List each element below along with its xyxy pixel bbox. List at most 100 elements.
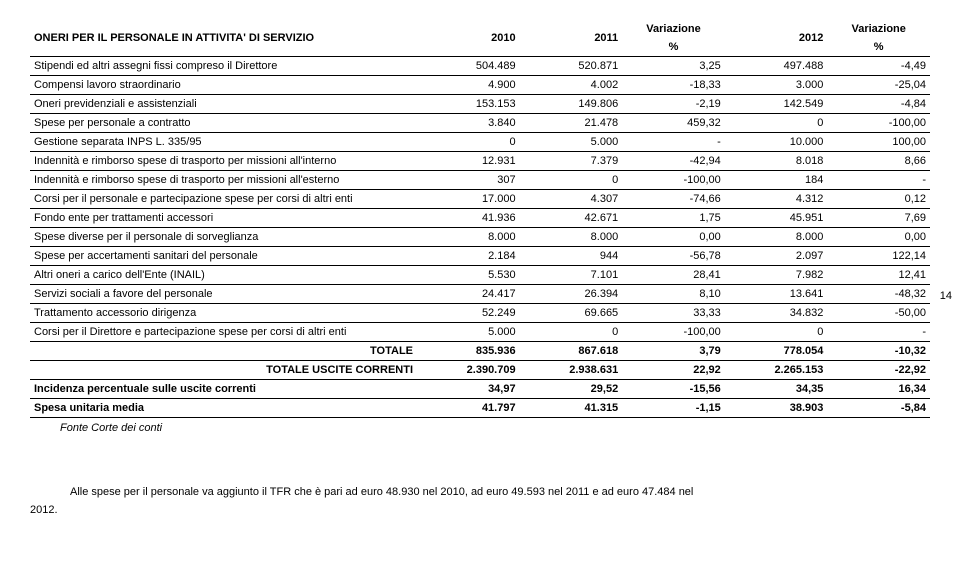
row-2011: 69.665	[520, 304, 623, 323]
row-var1: 22,92	[622, 361, 725, 380]
row-var1: 1,75	[622, 209, 725, 228]
row-var1: 28,41	[622, 266, 725, 285]
table-row: Trattamento accessorio dirigenza52.24969…	[30, 304, 930, 323]
row-var2: -22,92	[827, 361, 930, 380]
row-2012: 8.000	[725, 228, 828, 247]
table-row: Fondo ente per trattamenti accessori41.9…	[30, 209, 930, 228]
personnel-costs-table: ONERI PER IL PERSONALE IN ATTIVITA' DI S…	[30, 20, 930, 418]
row-label: Compensi lavoro straordinario	[30, 76, 417, 95]
row-var2: 12,41	[827, 266, 930, 285]
row-var2: -10,32	[827, 342, 930, 361]
row-var2: -	[827, 171, 930, 190]
row-2011: 8.000	[520, 228, 623, 247]
row-2012: 2.265.153	[725, 361, 828, 380]
header-2011: 2011	[520, 20, 623, 57]
row-label: TOTALE	[30, 342, 417, 361]
row-2010: 12.931	[417, 152, 520, 171]
page-number: 14	[940, 290, 952, 302]
row-var1: 0,00	[622, 228, 725, 247]
row-2011: 7.379	[520, 152, 623, 171]
row-2011: 41.315	[520, 399, 623, 418]
row-var2: -100,00	[827, 114, 930, 133]
row-2011: 0	[520, 323, 623, 342]
row-var1: 33,33	[622, 304, 725, 323]
row-var1: -56,78	[622, 247, 725, 266]
row-label: Oneri previdenziali e assistenziali	[30, 95, 417, 114]
row-2012: 142.549	[725, 95, 828, 114]
table-row: Oneri previdenziali e assistenziali153.1…	[30, 95, 930, 114]
row-var2: 0,12	[827, 190, 930, 209]
row-var1: -1,15	[622, 399, 725, 418]
row-2010: 835.936	[417, 342, 520, 361]
header-2010: 2010	[417, 20, 520, 57]
row-var1: -15,56	[622, 380, 725, 399]
row-label: Servizi sociali a favore del personale	[30, 285, 417, 304]
row-var2: -4,84	[827, 95, 930, 114]
header-title: ONERI PER IL PERSONALE IN ATTIVITA' DI S…	[30, 20, 417, 57]
row-2012: 4.312	[725, 190, 828, 209]
row-2012: 3.000	[725, 76, 828, 95]
header-var1-top: Variazione	[622, 20, 725, 38]
table-row: Gestione separata INPS L. 335/9505.000-1…	[30, 133, 930, 152]
table-source-note: Fonte Corte dei conti	[60, 422, 930, 434]
row-2010: 5.530	[417, 266, 520, 285]
row-label: Spesa unitaria media	[30, 399, 417, 418]
row-2012: 184	[725, 171, 828, 190]
table-row: Corsi per il personale e partecipazione …	[30, 190, 930, 209]
row-label: Gestione separata INPS L. 335/95	[30, 133, 417, 152]
row-var2: -	[827, 323, 930, 342]
table-row: Spese per accertamenti sanitari del pers…	[30, 247, 930, 266]
row-label: Fondo ente per trattamenti accessori	[30, 209, 417, 228]
table-row: Corsi per il Direttore e partecipazione …	[30, 323, 930, 342]
row-2010: 4.900	[417, 76, 520, 95]
paragraph-year: 2012.	[30, 504, 58, 516]
table-row: Indennità e rimborso spese di trasporto …	[30, 171, 930, 190]
row-2011: 26.394	[520, 285, 623, 304]
row-var2: 16,34	[827, 380, 930, 399]
row-var2: -25,04	[827, 76, 930, 95]
row-label: Trattamento accessorio dirigenza	[30, 304, 417, 323]
row-2010: 3.840	[417, 114, 520, 133]
row-var2: -5,84	[827, 399, 930, 418]
row-2012: 45.951	[725, 209, 828, 228]
row-2012: 0	[725, 323, 828, 342]
row-var1: -2,19	[622, 95, 725, 114]
table-row: Altri oneri a carico dell'Ente (INAIL)5.…	[30, 266, 930, 285]
row-label: Spese diverse per il personale di sorveg…	[30, 228, 417, 247]
row-var2: 8,66	[827, 152, 930, 171]
row-2010: 8.000	[417, 228, 520, 247]
table-row: TOTALE USCITE CORRENTI2.390.7092.938.631…	[30, 361, 930, 380]
row-2010: 0	[417, 133, 520, 152]
row-2010: 24.417	[417, 285, 520, 304]
row-2012: 2.097	[725, 247, 828, 266]
row-label: Indennità e rimborso spese di trasporto …	[30, 152, 417, 171]
row-2012: 8.018	[725, 152, 828, 171]
table-header: ONERI PER IL PERSONALE IN ATTIVITA' DI S…	[30, 20, 930, 38]
row-2011: 4.307	[520, 190, 623, 209]
row-var2: 100,00	[827, 133, 930, 152]
row-var1: -18,33	[622, 76, 725, 95]
row-label: Corsi per il Direttore e partecipazione …	[30, 323, 417, 342]
row-label: Spese per accertamenti sanitari del pers…	[30, 247, 417, 266]
row-2012: 778.054	[725, 342, 828, 361]
row-2012: 34.832	[725, 304, 828, 323]
row-2011: 149.806	[520, 95, 623, 114]
row-var1: -100,00	[622, 171, 725, 190]
header-2012: 2012	[725, 20, 828, 57]
row-label: TOTALE USCITE CORRENTI	[30, 361, 417, 380]
table-row: Stipendi ed altri assegni fissi compreso…	[30, 57, 930, 76]
row-var1: 8,10	[622, 285, 725, 304]
row-2010: 41.936	[417, 209, 520, 228]
row-2012: 10.000	[725, 133, 828, 152]
header-var2-top: Variazione	[827, 20, 930, 38]
row-2011: 21.478	[520, 114, 623, 133]
row-2011: 2.938.631	[520, 361, 623, 380]
table-row: Servizi sociali a favore del personale24…	[30, 285, 930, 304]
row-label: Incidenza percentuale sulle uscite corre…	[30, 380, 417, 399]
row-2010: 307	[417, 171, 520, 190]
row-2010: 41.797	[417, 399, 520, 418]
row-2010: 504.489	[417, 57, 520, 76]
row-label: Indennità e rimborso spese di trasporto …	[30, 171, 417, 190]
row-2012: 497.488	[725, 57, 828, 76]
row-2011: 867.618	[520, 342, 623, 361]
